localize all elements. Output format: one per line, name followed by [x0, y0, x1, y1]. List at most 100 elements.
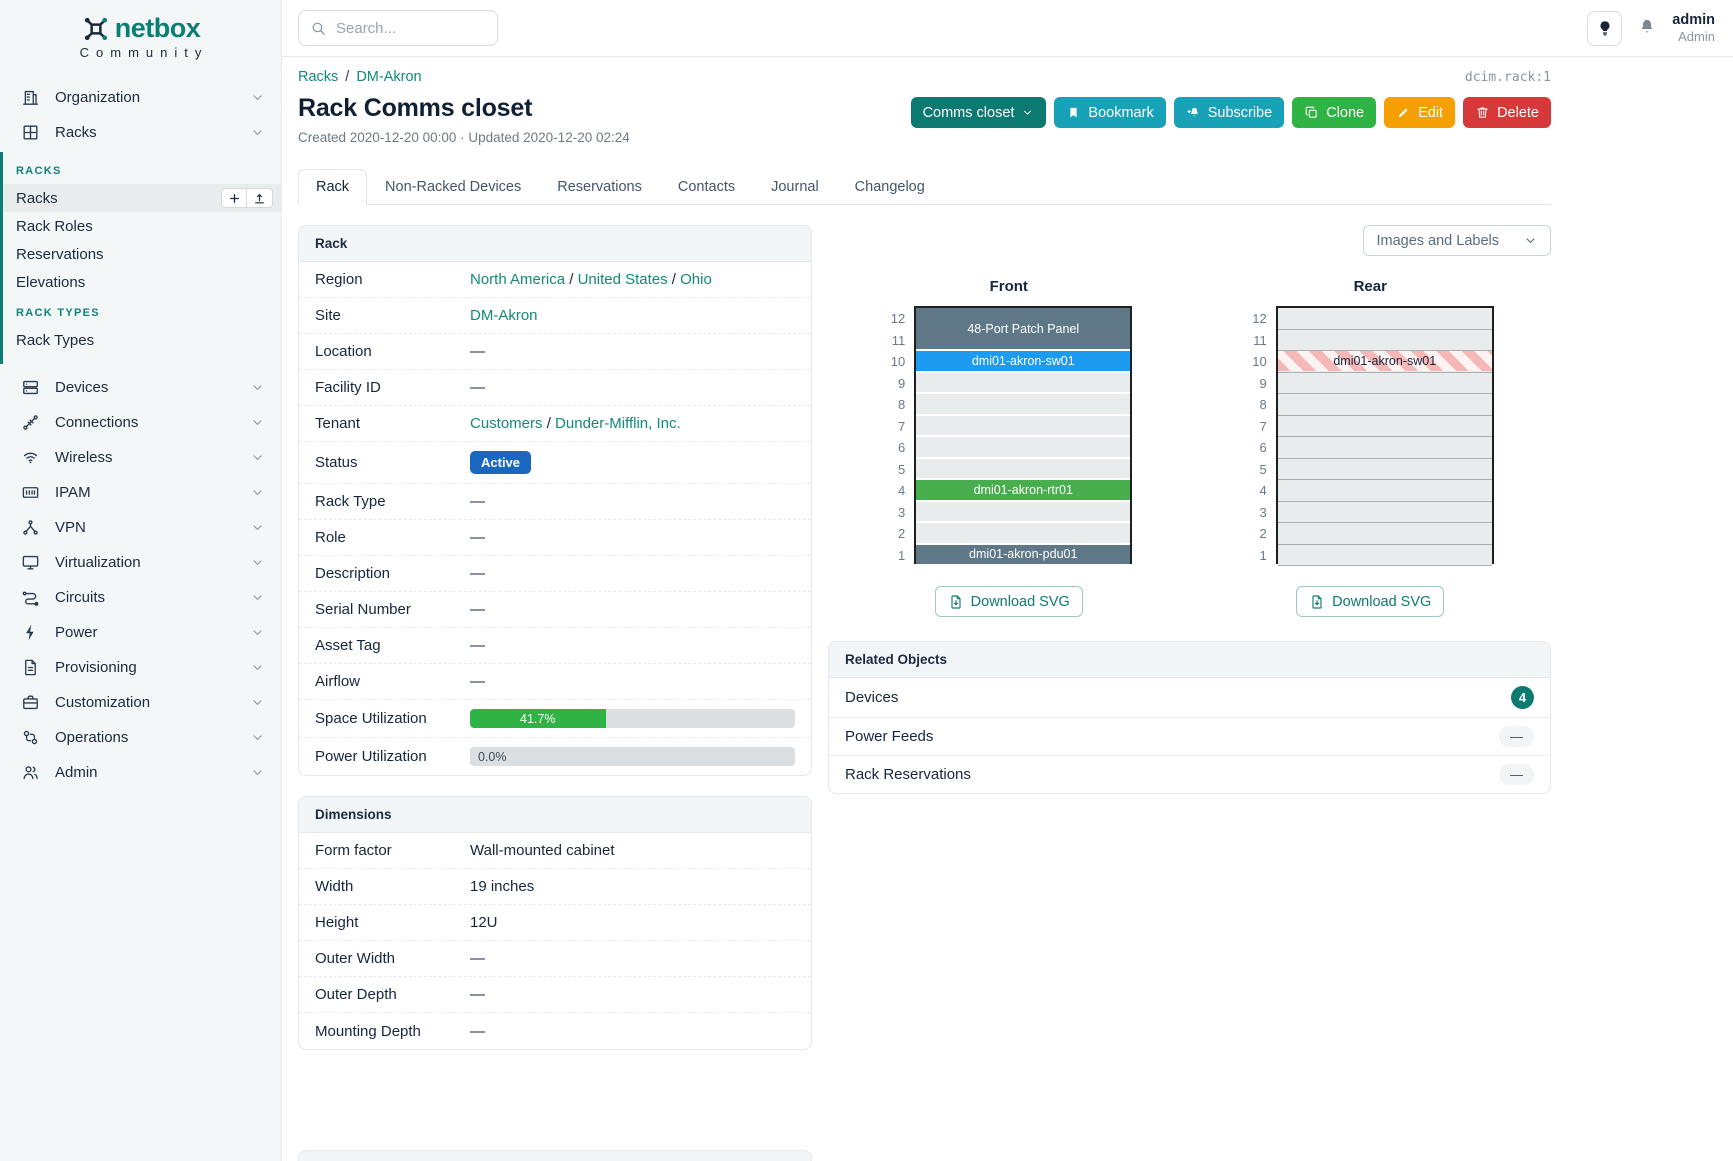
sidebar-item-rack-roles[interactable]: Rack Roles [0, 212, 281, 240]
elevation-display-select[interactable]: Images and Labels [1363, 225, 1551, 256]
attr-row-description: Description — [299, 556, 811, 592]
related-row-rack-reservations[interactable]: Rack Reservations — [829, 756, 1550, 793]
quick-actions [221, 188, 273, 208]
tab-non-racked-devices[interactable]: Non-Racked Devices [385, 179, 522, 195]
unit-label: 7 [898, 418, 906, 434]
sidebar-item-label: IPAM [55, 484, 91, 501]
edit-button[interactable]: Edit [1384, 97, 1456, 128]
attr-label: Height [315, 914, 359, 931]
device-dmi01-akron-pdu01[interactable]: dmi01-akron-pdu01 [916, 544, 1131, 564]
empty-slot[interactable] [1277, 372, 1492, 394]
unit-label: 11 [1253, 332, 1267, 348]
chevron-down-icon [1523, 233, 1538, 248]
empty-slot[interactable] [916, 458, 1131, 480]
sidebar-item-connections[interactable]: Connections [0, 405, 281, 440]
chevron-down-icon [250, 380, 265, 395]
device-dmi01-akron-sw01[interactable]: dmi01-akron-sw01 [916, 351, 1131, 371]
chevron-down-icon [250, 660, 265, 675]
link-ohio[interactable]: Ohio [680, 271, 712, 288]
tab-contacts[interactable]: Contacts [677, 179, 736, 195]
empty-slot[interactable] [916, 523, 1131, 545]
download-svg-button-front[interactable]: Download SVG [934, 586, 1083, 617]
empty-slot[interactable] [916, 372, 1131, 394]
sidebar-item-provisioning[interactable]: Provisioning [0, 650, 281, 685]
sidebar-item-racks[interactable]: Racks [0, 115, 281, 150]
empty-slot[interactable] [1277, 458, 1492, 480]
link-dunder-mifflin-inc[interactable]: Dunder-Mifflin, Inc. [555, 415, 681, 432]
sidebar-section-title: RACKS [16, 165, 62, 177]
bell-icon [1637, 17, 1657, 37]
bookmark-button[interactable]: Bookmark [1054, 97, 1166, 128]
file-download-icon [1309, 594, 1325, 610]
empty-slot[interactable] [916, 415, 1131, 437]
empty-slot[interactable] [1277, 394, 1492, 416]
sidebar-item-label: Virtualization [55, 554, 141, 571]
empty-slot[interactable] [916, 501, 1131, 523]
theme-toggle-button[interactable] [1587, 10, 1623, 46]
sidebar-item-vpn[interactable]: VPN [0, 510, 281, 545]
sidebar-item-racks[interactable]: Racks [0, 184, 281, 212]
device-48-port-patch-panel[interactable]: 48-Port Patch Panel [916, 308, 1131, 349]
import-button[interactable] [247, 188, 273, 208]
empty-slot[interactable] [1277, 480, 1492, 502]
empty-slot[interactable] [1277, 544, 1492, 566]
unit-label: 1 [1259, 547, 1267, 563]
sidebar-item-elevations[interactable]: Elevations [0, 268, 281, 296]
empty-slot[interactable] [1277, 308, 1492, 330]
empty-slot[interactable] [916, 437, 1131, 459]
download-svg-button-rear[interactable]: Download SVG [1296, 586, 1445, 617]
sidebar-item-operations[interactable]: Operations [0, 720, 281, 755]
sidebar-item-reservations[interactable]: Reservations [0, 240, 281, 268]
sidebar-item-customization[interactable]: Customization [0, 685, 281, 720]
netbox-logo[interactable]: netbox Community [0, 0, 281, 64]
sidebar-item-rack-types[interactable]: Rack Types [0, 326, 281, 354]
subscribe-button[interactable]: Subscribe [1173, 97, 1285, 128]
comms-closet-dropdown[interactable]: Comms closet [910, 97, 1047, 128]
sidebar-item-ipam[interactable]: IPAM [0, 475, 281, 510]
link-separator: / [542, 415, 556, 432]
elevation-front: Front 12 11 10 9 8 7 6 5 4 3 2 1 48-Port Patch Pane… [885, 278, 1133, 617]
attr-label: Space Utilization [315, 710, 427, 727]
link-dm-akron[interactable]: DM-Akron [470, 307, 538, 324]
file-download-icon [948, 594, 964, 610]
related-row-power-feeds[interactable]: Power Feeds — [829, 718, 1550, 756]
sidebar-item-wireless[interactable]: Wireless [0, 440, 281, 475]
device-dmi01-akron-sw01[interactable]: dmi01-akron-sw01 [1277, 351, 1492, 371]
link-north-america[interactable]: North America [470, 271, 566, 288]
related-count-empty: — [1499, 764, 1534, 785]
search-input[interactable] [336, 19, 476, 37]
link-customers[interactable]: Customers [470, 415, 543, 432]
device-dmi01-akron-rtr01[interactable]: dmi01-akron-rtr01 [916, 480, 1131, 500]
unit-label: 12 [1252, 311, 1267, 327]
empty-slot[interactable] [1277, 415, 1492, 437]
action-buttons: Comms closet Bookmark Subscribe Clone Edit De… [910, 97, 1551, 128]
tab-journal[interactable]: Journal [771, 179, 819, 195]
attr-label: Asset Tag [315, 637, 381, 654]
link-united-states[interactable]: United States [577, 271, 668, 288]
empty-slot[interactable] [916, 394, 1131, 416]
related-row-devices[interactable]: Devices 4 [829, 678, 1550, 718]
sidebar-item-devices[interactable]: Devices [0, 370, 281, 405]
add-button[interactable] [221, 188, 247, 208]
empty-slot[interactable] [1277, 329, 1492, 351]
sidebar-item-admin[interactable]: Admin [0, 755, 281, 790]
sidebar-item-virtualization[interactable]: Virtualization [0, 545, 281, 580]
empty-slot[interactable] [1277, 437, 1492, 459]
breadcrumb-link-racks[interactable]: Racks [298, 69, 339, 85]
clone-button[interactable]: Clone [1292, 97, 1377, 128]
breadcrumb-link-dm-akron[interactable]: DM-Akron [356, 69, 422, 85]
notifications-button[interactable] [1637, 17, 1657, 40]
empty-slot[interactable] [1277, 523, 1492, 545]
search-box[interactable] [298, 10, 498, 46]
tab-rack[interactable]: Rack [298, 169, 368, 205]
sidebar-item-power[interactable]: Power [0, 615, 281, 650]
delete-button[interactable]: Delete [1463, 97, 1551, 128]
admin-icon [21, 763, 40, 782]
sidebar-item-organization[interactable]: Organization [0, 80, 281, 115]
tab-reservations[interactable]: Reservations [557, 179, 642, 195]
sidebar-item-circuits[interactable]: Circuits [0, 580, 281, 615]
user-menu[interactable]: admin Admin [1672, 12, 1715, 45]
empty-slot[interactable] [1277, 501, 1492, 523]
unit-label: 4 [898, 483, 906, 499]
tab-changelog[interactable]: Changelog [854, 179, 925, 195]
